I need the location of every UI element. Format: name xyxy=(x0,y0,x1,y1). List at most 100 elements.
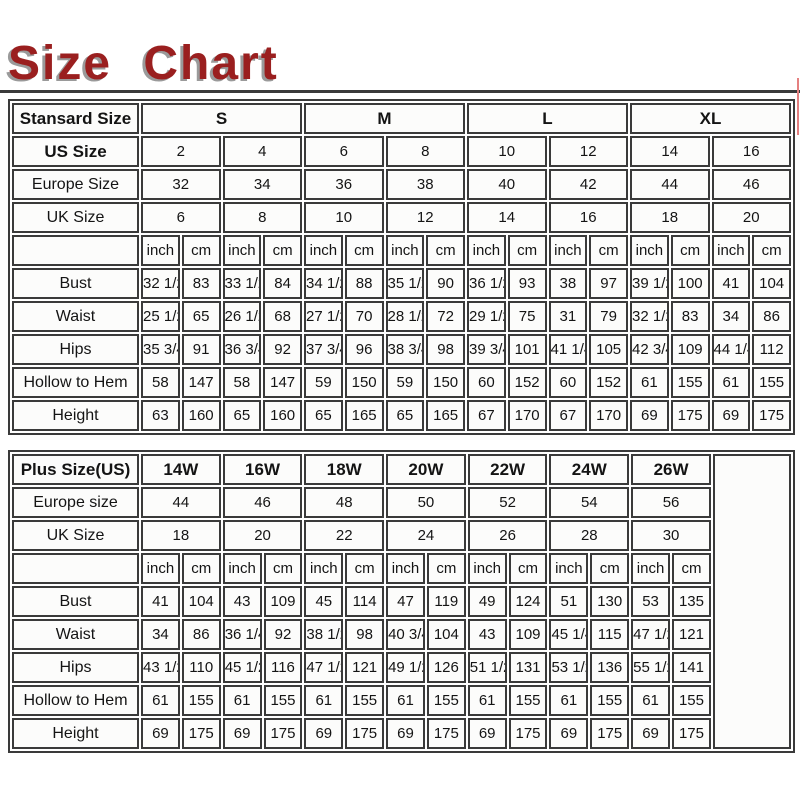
size-value-cell: 36 xyxy=(304,169,384,200)
size-value-cell: 44 xyxy=(141,487,221,518)
unit-header: cm xyxy=(426,553,466,584)
size-value-cell: 50 xyxy=(386,487,466,518)
measure-value-cell: 165 xyxy=(426,400,465,431)
size-group-header: 22W xyxy=(467,454,548,485)
measure-value-cell: 70 xyxy=(344,301,384,332)
size-value-cell: 22 xyxy=(304,520,385,551)
size-value-cell: 18 xyxy=(141,520,221,551)
measure-value-cell: 41 xyxy=(141,586,180,617)
unit-header: cm xyxy=(426,235,465,266)
row-label: Waist xyxy=(12,619,139,650)
measure-value-cell: 67 xyxy=(467,400,506,431)
unit-header: inch xyxy=(304,235,343,266)
measure-value-cell: 61 xyxy=(141,685,180,716)
size-group-header: S xyxy=(141,103,302,134)
measure-value-cell: 170 xyxy=(589,400,628,431)
measure-value-cell: 55 1/2 xyxy=(631,652,670,683)
size-value-cell: 28 xyxy=(549,520,630,551)
size-value-cell: 12 xyxy=(548,136,628,167)
size-value-cell: 42 xyxy=(548,169,628,200)
row-label: Height xyxy=(12,718,139,749)
size-value-cell: 16 xyxy=(548,202,628,233)
unit-row-label xyxy=(12,235,139,266)
measure-value-cell: 69 xyxy=(711,400,751,431)
size-value-cell: 8 xyxy=(385,136,465,167)
row-label: Bust xyxy=(12,586,139,617)
measure-value-cell: 29 1/2 xyxy=(467,301,506,332)
measure-value-cell: 65 xyxy=(304,400,343,431)
measure-value-cell: 98 xyxy=(426,334,465,365)
size-value-cell: 20 xyxy=(711,202,791,233)
measure-value-cell: 109 xyxy=(263,586,303,617)
measure-value-cell: 115 xyxy=(590,619,630,650)
size-value-cell: 10 xyxy=(304,202,384,233)
measure-value-cell: 150 xyxy=(344,367,384,398)
measure-value-cell: 35 1/2 xyxy=(385,268,425,299)
unit-header: cm xyxy=(670,235,710,266)
measure-value-cell: 104 xyxy=(752,268,791,299)
unit-header: inch xyxy=(386,553,425,584)
page-title: Size Chart xyxy=(8,37,279,90)
unit-header: inch xyxy=(630,235,669,266)
measure-value-cell: 45 1/2 xyxy=(222,652,262,683)
measure-value-cell: 170 xyxy=(507,400,547,431)
row-label: Europe Size xyxy=(12,169,139,200)
measure-value-cell: 69 xyxy=(304,718,344,749)
measure-value-cell: 39 1/2 xyxy=(630,268,669,299)
measure-value-cell: 61 xyxy=(386,685,425,716)
size-group-header: 24W xyxy=(549,454,630,485)
unit-row-label xyxy=(12,553,139,584)
row-label: Height xyxy=(12,400,139,431)
size-value-cell: 48 xyxy=(304,487,385,518)
measure-value-cell: 51 1/2 xyxy=(467,652,507,683)
measure-value-cell: 100 xyxy=(670,268,710,299)
measure-value-cell: 37 3/4 xyxy=(304,334,343,365)
measure-value-cell: 72 xyxy=(426,301,465,332)
measure-value-cell: 53 1/2 xyxy=(549,652,589,683)
measure-value-cell: 105 xyxy=(589,334,628,365)
size-group-header: 26W xyxy=(631,454,711,485)
measure-value-cell: 141 xyxy=(671,652,711,683)
measure-value-cell: 34 xyxy=(141,619,180,650)
title-divider xyxy=(0,90,800,93)
row-label: Waist xyxy=(12,301,139,332)
row-label: UK Size xyxy=(12,202,139,233)
measure-value-cell: 65 xyxy=(385,400,425,431)
size-group-header: M xyxy=(304,103,465,134)
measure-value-cell: 109 xyxy=(508,619,548,650)
measure-value-cell: 45 1/4 xyxy=(549,619,589,650)
size-group-header: 14W xyxy=(141,454,221,485)
measure-value-cell: 175 xyxy=(590,718,630,749)
measure-value-cell: 61 xyxy=(549,685,589,716)
unit-header: cm xyxy=(345,553,385,584)
measure-value-cell: 69 xyxy=(631,718,670,749)
measure-value-cell: 175 xyxy=(508,718,548,749)
measure-value-cell: 69 xyxy=(549,718,589,749)
unit-header: cm xyxy=(671,553,711,584)
measure-value-cell: 175 xyxy=(670,400,710,431)
measure-value-cell: 36 1/4 xyxy=(222,619,262,650)
measure-value-cell: 83 xyxy=(181,268,221,299)
measure-value-cell: 59 xyxy=(304,367,343,398)
size-group-header: XL xyxy=(630,103,791,134)
size-value-cell: 56 xyxy=(631,487,711,518)
measure-value-cell: 59 xyxy=(385,367,425,398)
measure-value-cell: 104 xyxy=(181,586,221,617)
measure-value-cell: 83 xyxy=(670,301,710,332)
measure-value-cell: 96 xyxy=(344,334,384,365)
unit-header: cm xyxy=(181,553,221,584)
measure-value-cell: 175 xyxy=(263,718,303,749)
size-value-cell: 44 xyxy=(630,169,710,200)
size-value-cell: 24 xyxy=(386,520,466,551)
measure-value-cell: 39 3/4 xyxy=(467,334,506,365)
measure-value-cell: 155 xyxy=(508,685,548,716)
unit-header: cm xyxy=(752,235,791,266)
measure-value-cell: 152 xyxy=(589,367,628,398)
size-value-cell: 6 xyxy=(304,136,384,167)
size-value-cell: 54 xyxy=(549,487,630,518)
measure-value-cell: 51 xyxy=(549,586,589,617)
row-label: US Size xyxy=(12,136,139,167)
measure-value-cell: 160 xyxy=(181,400,221,431)
measure-value-cell: 109 xyxy=(670,334,710,365)
measure-value-cell: 35 3/4 xyxy=(141,334,180,365)
